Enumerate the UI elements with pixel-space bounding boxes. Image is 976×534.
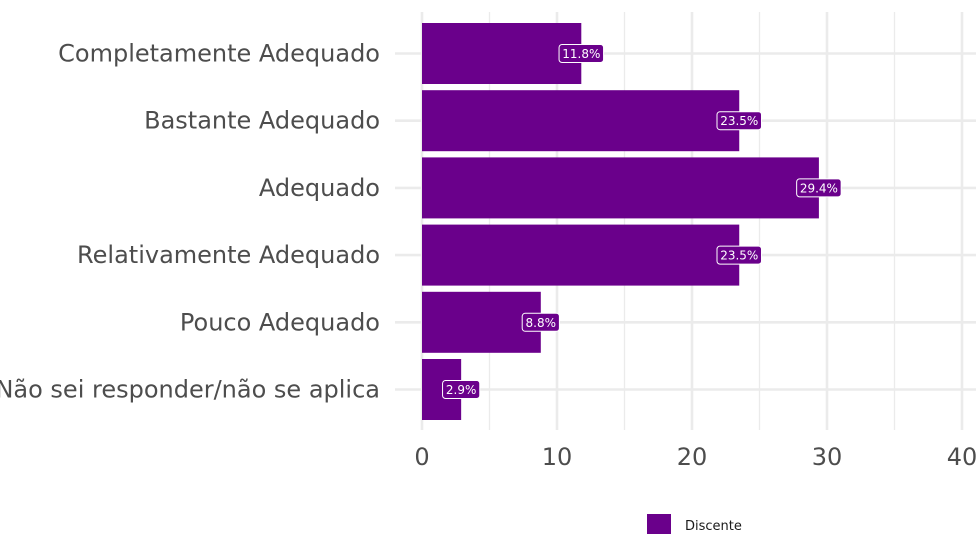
bar <box>422 157 819 219</box>
bar <box>422 90 740 152</box>
category-label: Completamente Adequado <box>58 40 380 68</box>
data-label-box <box>521 312 560 332</box>
data-label-box <box>442 380 481 399</box>
bar <box>422 291 541 353</box>
data-label: 2.9% <box>446 383 477 397</box>
category-label: Não sei responder/não se aplica <box>0 376 380 404</box>
data-label-box <box>716 111 762 131</box>
category-label: Adequado <box>259 174 380 202</box>
legend: Discente <box>647 514 742 534</box>
bar <box>422 23 582 84</box>
data-label: 23.5% <box>720 249 758 263</box>
bars <box>422 23 819 420</box>
x-tick-label: 0 <box>414 443 429 471</box>
category-label: Pouco Adequado <box>180 308 380 336</box>
x-tick-label: 30 <box>812 443 843 471</box>
x-tick-label: 20 <box>677 443 708 471</box>
value-axis: 0 10 20 30 40 <box>414 443 976 471</box>
bar <box>422 224 740 286</box>
data-label: 11.8% <box>562 47 600 61</box>
data-label: 29.4% <box>800 181 838 195</box>
x-tick-label: 40 <box>947 443 976 471</box>
data-label: 8.8% <box>526 316 557 330</box>
data-label-box <box>796 178 842 198</box>
data-label-box <box>558 44 605 63</box>
data-label: 23.5% <box>720 114 758 128</box>
data-labels: 11.8% 23.5% 29.4% 23.5% 8.8% 2.9% <box>442 44 842 399</box>
x-tick-label: 10 <box>542 443 573 471</box>
category-label: Relativamente Adequado <box>77 241 380 269</box>
legend-key-discente <box>647 514 671 534</box>
legend-label-discente: Discente <box>685 519 742 534</box>
data-label-box <box>716 245 762 265</box>
category-axis: Completamente Adequado Bastante Adequado A… <box>0 40 380 404</box>
category-label: Bastante Adequado <box>144 107 380 135</box>
